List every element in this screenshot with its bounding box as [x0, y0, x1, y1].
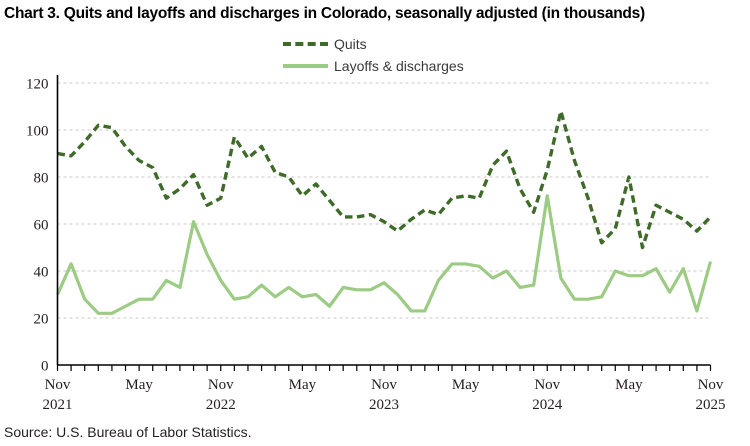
y-tick-label: 100: [26, 124, 49, 140]
chart-legend: Quits Layoffs & discharges: [283, 33, 583, 77]
series-line-quits: [57, 109, 712, 250]
x-tick-label-month: May: [125, 377, 153, 393]
y-tick-label: 60: [34, 218, 49, 234]
series-line-layoffs-discharges: [56, 194, 713, 315]
x-tick-label-month: May: [289, 377, 317, 393]
legend-swatch-layoffs-icon: [283, 63, 328, 69]
x-tick-label-month: Nov: [45, 377, 71, 393]
source-note: Source: U.S. Bureau of Labor Statistics.: [4, 424, 252, 440]
axis-lines: [56, 75, 711, 366]
y-tick-label: 0: [41, 359, 49, 375]
gridlines: [57, 82, 711, 319]
y-tick-label: 120: [26, 77, 49, 93]
legend-item-quits: Quits: [283, 33, 583, 55]
y-tick-label: 20: [34, 312, 49, 328]
x-tick-label-month: Nov: [208, 377, 234, 393]
x-axis-labels: Nov 2021 May Nov 2022 May Nov 2023 May Nov 2024 May…: [43, 377, 726, 413]
legend-label-quits: Quits: [334, 36, 367, 52]
x-tick-label-month: Nov: [534, 377, 560, 393]
x-tick-label-month: Nov: [371, 377, 397, 393]
chart-title: Chart 3. Quits and layoffs and discharge…: [4, 5, 645, 22]
x-tick-label-year: 2023: [369, 397, 399, 413]
x-tick-label-month: May: [615, 377, 643, 393]
legend-label-layoffs: Layoffs & discharges: [334, 58, 464, 74]
x-tick-label-month: May: [452, 377, 480, 393]
x-axis-ticks: [56, 365, 712, 371]
legend-swatch-quits-icon: [283, 42, 328, 46]
x-tick-label-year: 2025: [696, 397, 726, 413]
y-axis-ticks: 0 20 40 60 80 100 120: [26, 77, 49, 375]
legend-item-layoffs: Layoffs & discharges: [283, 55, 583, 77]
y-tick-label: 40: [34, 265, 49, 281]
x-tick-label-year: 2021: [43, 397, 73, 413]
x-tick-label-month: Nov: [698, 377, 724, 393]
x-tick-label-year: 2022: [206, 397, 236, 413]
x-tick-label-year: 2024: [532, 397, 563, 413]
y-tick-label: 80: [34, 171, 49, 187]
data-series: [56, 109, 713, 315]
